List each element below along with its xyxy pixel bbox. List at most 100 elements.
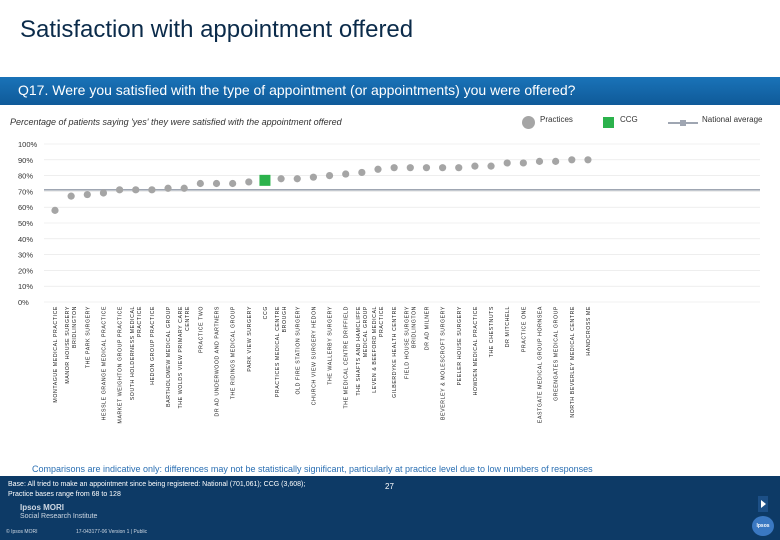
x-tick-label: OLD FIRE STATION SURGERY (295, 306, 301, 394)
practice-marker (51, 206, 59, 214)
x-tick-label: THE CHESTNUTS (489, 306, 495, 357)
practice-marker (277, 175, 285, 183)
x-tick-label: THE SHAFTS AND HAMCLIFFE MEDICAL GROUP (356, 306, 369, 396)
x-tick-label-line: HESSLE GRANGE MEDICAL PRACTICE (101, 306, 107, 420)
x-tick-label-line: PRACTICE (379, 306, 385, 337)
x-tick-label-line: MARKET WEIGHTON GROUP PRACTICE (118, 306, 124, 423)
x-tick-label: SOUTH HOLDERNESS MEDICAL PRACTICE (130, 306, 143, 400)
x-tick-label-line: MEDICAL GROUP (363, 306, 369, 357)
x-tick-label: GILBERDYKE HEALTH CENTRE (392, 306, 398, 398)
x-tick-label: PEELER HOUSE SURGERY (457, 306, 463, 385)
x-tick-label-line: CENTRE (185, 306, 191, 331)
y-axis-labels: 0% 10% 20% 30% 40% 50% 60% 70% 80% 90% 100% (18, 140, 38, 307)
x-tick-label-line: BEVERLEY & MOLESCROFT SURGERY (441, 306, 447, 420)
x-tick-label-line: THE RIDINGS MEDICAL GROUP (231, 306, 237, 399)
x-tick-label: HEDON GROUP PRACTICE (150, 306, 156, 385)
practice-marker (245, 178, 253, 186)
x-tick-label-line: BROUGH (282, 306, 288, 332)
x-tick-label-line: OLD FIRE STATION SURGERY (295, 306, 301, 394)
next-slide-arrow-icon[interactable] (758, 496, 768, 512)
practice-marker (148, 186, 156, 194)
satisfaction-chart: 0% 10% 20% 30% 40% 50% 60% 70% 80% 90% 100% MONTAG… (18, 140, 760, 423)
practice-marker (67, 192, 75, 200)
x-tick-label-line: DR MITCHELL (505, 306, 511, 347)
practice-marker (180, 184, 188, 192)
x-tick-label-line: THE MEDICAL CENTRE DRIFFIELD (344, 306, 350, 409)
x-tick-label-line: THE PARK SURGERY (85, 306, 91, 368)
data-markers (51, 156, 592, 214)
x-tick-label: PRACTICE ONE (521, 306, 527, 352)
legend-practices-label: Practices (540, 115, 573, 124)
practice-marker (390, 164, 398, 172)
y-tick-label: 70% (18, 187, 33, 196)
ipsos-mori-logo-text: Ipsos MORI (20, 503, 65, 512)
x-tick-label-line: PRACTICES MEDICAL CENTRE (275, 306, 281, 397)
practice-marker (358, 168, 366, 177)
practice-marker (487, 162, 495, 170)
ipsos-logo: Ipsos (752, 516, 774, 536)
x-tick-label-line: FIELD HOUSE SURGERY (404, 306, 410, 379)
x-tick-label: CCG (263, 306, 269, 319)
chart-gridlines (44, 143, 760, 303)
x-tick-label-line: THE SHAFTS AND HAMCLIFFE (356, 306, 362, 396)
y-tick-label: 40% (18, 235, 33, 244)
x-tick-label-line: BRIDLINGTON (411, 306, 417, 348)
x-tick-label-line: THE CHESTNUTS (489, 306, 495, 357)
practice-marker (196, 179, 204, 188)
x-tick-label: HESSLE GRANGE MEDICAL PRACTICE (101, 306, 107, 420)
x-tick-label: HANDCROSS ME (586, 306, 592, 356)
practice-marker (422, 164, 431, 172)
x-tick-label: THE RIDINGS MEDICAL GROUP (231, 306, 237, 399)
practice-marker (439, 164, 447, 172)
x-tick-label-line: HEDON GROUP PRACTICE (150, 306, 156, 385)
version-text: 17-043177-06 Version 1 | Public (76, 529, 148, 535)
title-bar: Satisfaction with appointment offered (0, 0, 780, 64)
x-tick-label: DR AD MILNER (424, 306, 430, 350)
base-line-2: Practice bases range from 68 to 128 (8, 491, 121, 498)
y-tick-label: 60% (18, 203, 33, 212)
x-tick-label-line: PRACTICE ONE (521, 306, 527, 352)
x-tick-label-line: PEELER HOUSE SURGERY (457, 306, 463, 385)
x-tick-label: THE PARK SURGERY (85, 306, 91, 368)
practice-marker (293, 175, 301, 183)
practice-marker (455, 164, 463, 172)
x-tick-label: GREENGATES MEDICAL GROUP (554, 306, 560, 401)
x-tick-label-line: LEVEN & BEEFORD MEDICAL (372, 306, 378, 393)
comparison-note: Comparisons are indicative only: differe… (32, 464, 593, 474)
title-divider (0, 60, 780, 62)
x-tick-label: BEVERLEY & MOLESCROFT SURGERY (441, 306, 447, 420)
y-tick-label: 80% (18, 172, 33, 181)
page-number: 27 (385, 482, 394, 491)
y-tick-label: 0% (18, 298, 29, 307)
practice-marker (99, 189, 108, 197)
x-tick-label: FIELD HOUSE SURGERY BRIDLINGTON (404, 306, 417, 379)
base-line-1: Base: All tried to make an appointment s… (8, 481, 306, 488)
x-tick-label: DR AD UNDERWOOD AND PARTNERS (215, 306, 221, 416)
practice-marker (406, 164, 414, 172)
x-tick-label: EASTGATE MEDICAL GROUP HORNSEA (538, 306, 544, 423)
practice-marker (503, 159, 511, 167)
x-tick-label: PARK VIEW SURGERY (247, 306, 253, 372)
x-tick-label-line: GREENGATES MEDICAL GROUP (554, 306, 560, 401)
question-text: Q17. Were you satisfied with the type of… (18, 82, 576, 98)
practice-marker (584, 156, 592, 164)
legend-ccg-marker (603, 117, 614, 128)
x-tick-label-line: HOWDEN MEDICAL PRACTICE (473, 306, 479, 395)
copyright-text: © Ipsos MORI (6, 529, 38, 535)
x-tick-label-line: MANOR HOUSE SURGERY (65, 306, 71, 384)
legend-national-label: National average (702, 115, 763, 124)
x-tick-label: MARKET WEIGHTON GROUP PRACTICE (118, 306, 124, 423)
y-tick-label: 10% (18, 282, 33, 291)
x-tick-label: LEVEN & BEEFORD MEDICAL PRACTICE (372, 306, 385, 393)
page-title: Satisfaction with appointment offered (20, 16, 414, 43)
x-tick-label-line: DR AD MILNER (424, 306, 430, 350)
x-tick-label: THE WALLERBY SURGERY (328, 306, 334, 385)
x-tick-label: MANOR HOUSE SURGERY BRIDLINGTON (65, 306, 78, 384)
y-tick-label: 50% (18, 219, 33, 228)
x-tick-label: HOWDEN MEDICAL PRACTICE (473, 306, 479, 395)
practice-marker (374, 165, 382, 173)
x-axis-labels: MONTAGUE MEDICAL PRACTICE MANOR HOUSE SUR… (53, 306, 592, 423)
x-tick-label-line: PARK VIEW SURGERY (247, 306, 253, 372)
x-tick-label: BARTHOLOMEW MEDICAL GROUP (166, 306, 172, 407)
practice-marker (325, 172, 334, 180)
